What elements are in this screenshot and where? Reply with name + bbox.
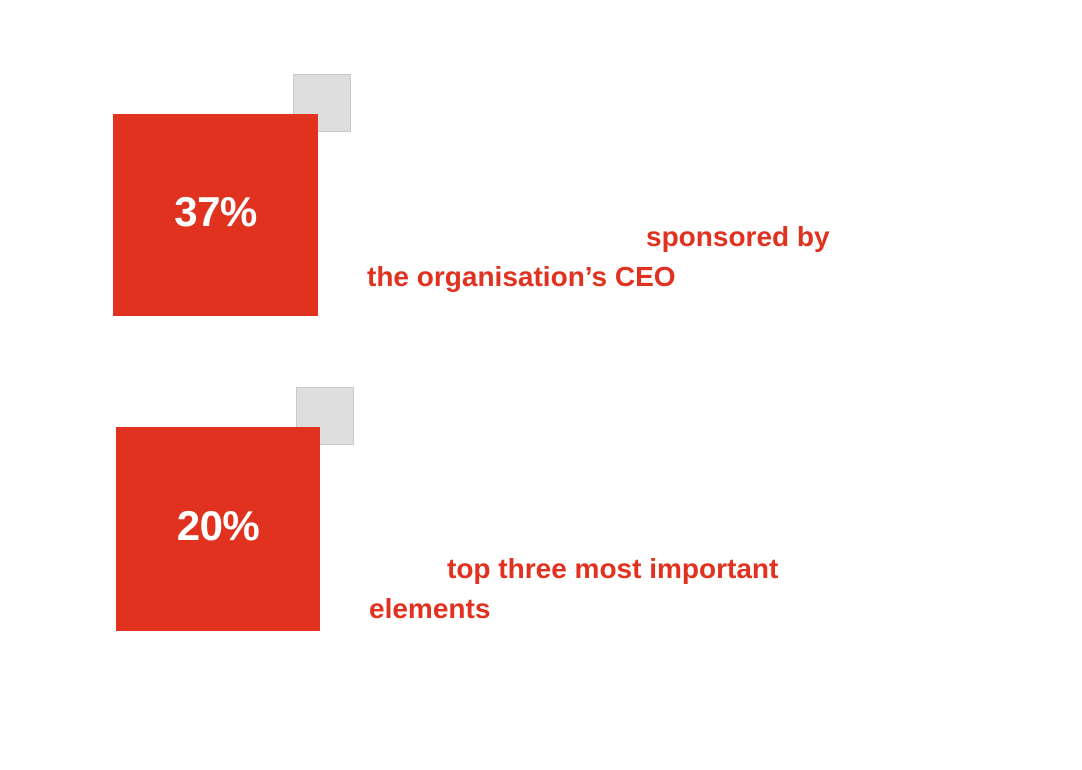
stat-box-2: 20% <box>116 427 320 631</box>
stat-caption-1: sponsored by the organisation’s CEO <box>367 217 830 297</box>
stat-caption-2: top three most important elements <box>369 549 778 629</box>
stat-box-1: 37% <box>113 114 318 316</box>
stat-caption-2-line-2: elements <box>369 593 491 624</box>
stat-caption-1-line-1: sponsored by <box>646 221 830 252</box>
stat-value-2: 20% <box>176 502 260 549</box>
stat-value-1: 37% <box>174 188 257 235</box>
stat-caption-1-line-2: the organisation’s CEO <box>367 261 676 292</box>
stat-caption-2-line-1: top three most important <box>447 553 779 584</box>
